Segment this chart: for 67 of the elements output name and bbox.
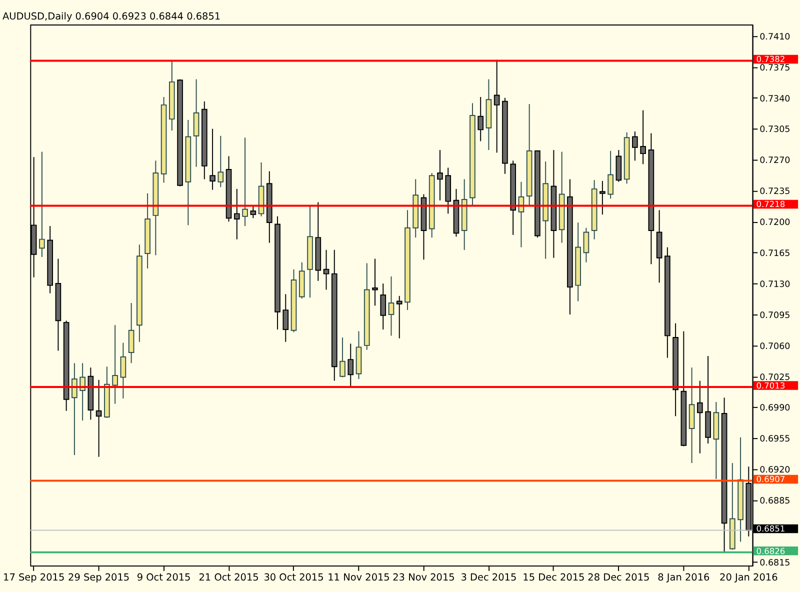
y-tick-label: 0.7200 <box>760 218 790 228</box>
y-tick-label: 0.6955 <box>760 434 790 445</box>
x-tick-label: 28 Dec 2015 <box>588 572 650 584</box>
candlestick <box>242 137 248 227</box>
x-tick-label: 17 Sep 2015 <box>3 572 65 584</box>
x-tick-label: 15 Dec 2015 <box>522 572 585 584</box>
ref-line-label: 0.6907 <box>756 474 786 484</box>
y-tick-label: 0.7130 <box>760 280 790 290</box>
candlestick <box>616 150 622 182</box>
candlestick <box>632 130 638 162</box>
candlestick <box>600 180 606 216</box>
candlestick <box>112 324 118 404</box>
ref-line-label: 0.6851 <box>756 524 786 534</box>
y-tick-label: 0.7025 <box>760 372 790 383</box>
candlestick <box>437 150 443 201</box>
candlestick <box>688 367 695 464</box>
ref-line-label: 0.7382 <box>756 54 786 64</box>
y-tick-label: 0.6885 <box>760 496 790 507</box>
ref-line-label: 0.6826 <box>756 546 786 556</box>
candlestick <box>608 150 614 200</box>
y-tick-label: 0.7235 <box>760 187 790 198</box>
candlestick <box>380 283 386 330</box>
y-tick-label: 0.6990 <box>760 404 790 414</box>
candlestick <box>193 78 200 168</box>
y-tick-label: 0.7305 <box>760 125 790 136</box>
chart-title: AUDUSD,Daily 0.6904 0.6923 0.6844 0.6851 <box>2 12 221 23</box>
candlestick <box>340 336 346 378</box>
y-tick-label: 0.7165 <box>760 248 790 259</box>
candlestick <box>234 188 240 240</box>
x-tick-label: 23 Nov 2015 <box>392 572 455 584</box>
candlestick <box>250 205 256 219</box>
x-tick-label: 21 Oct 2015 <box>198 572 259 584</box>
candlestick <box>640 110 646 165</box>
y-tick-label: 0.6920 <box>760 466 790 476</box>
candlestick <box>39 151 45 258</box>
x-tick-label: 9 Oct 2015 <box>136 572 191 584</box>
candlestick <box>494 59 500 154</box>
candlestick <box>72 362 78 456</box>
candlestick <box>96 379 102 458</box>
y-tick-label: 0.7340 <box>760 94 790 104</box>
candlestick <box>583 227 590 263</box>
x-tick-label: 8 Jan 2016 <box>658 572 710 584</box>
candlestick <box>323 249 330 290</box>
candlestick <box>372 258 378 306</box>
candlestick <box>388 276 394 336</box>
candlestick <box>210 128 216 190</box>
y-tick-label: 0.7060 <box>760 342 790 352</box>
y-tick-label: 0.6815 <box>760 558 790 568</box>
candlestick <box>478 96 484 142</box>
x-tick-label: 3 Dec 2015 <box>460 572 517 584</box>
x-tick-label: 11 Nov 2015 <box>328 572 390 584</box>
x-tick-label: 29 Sep 2015 <box>68 572 130 584</box>
ref-line-label: 0.7218 <box>756 199 786 210</box>
candlestick <box>396 295 402 339</box>
candlestick <box>128 302 134 364</box>
ref-line-label: 0.7013 <box>756 380 786 390</box>
y-tick-label: 0.7410 <box>760 32 790 42</box>
x-tick-label: 30 Oct 2015 <box>264 572 324 584</box>
y-tick-label: 0.7095 <box>760 310 790 321</box>
y-tick-label: 0.7270 <box>760 156 790 166</box>
x-tick-label: 20 Jan 2016 <box>720 572 778 584</box>
candlestick <box>120 342 126 399</box>
candlestick <box>348 343 354 387</box>
candlestick <box>218 135 224 188</box>
y-tick-label: 0.7375 <box>760 63 790 74</box>
candlestick <box>696 380 703 454</box>
candlestick <box>282 294 289 342</box>
